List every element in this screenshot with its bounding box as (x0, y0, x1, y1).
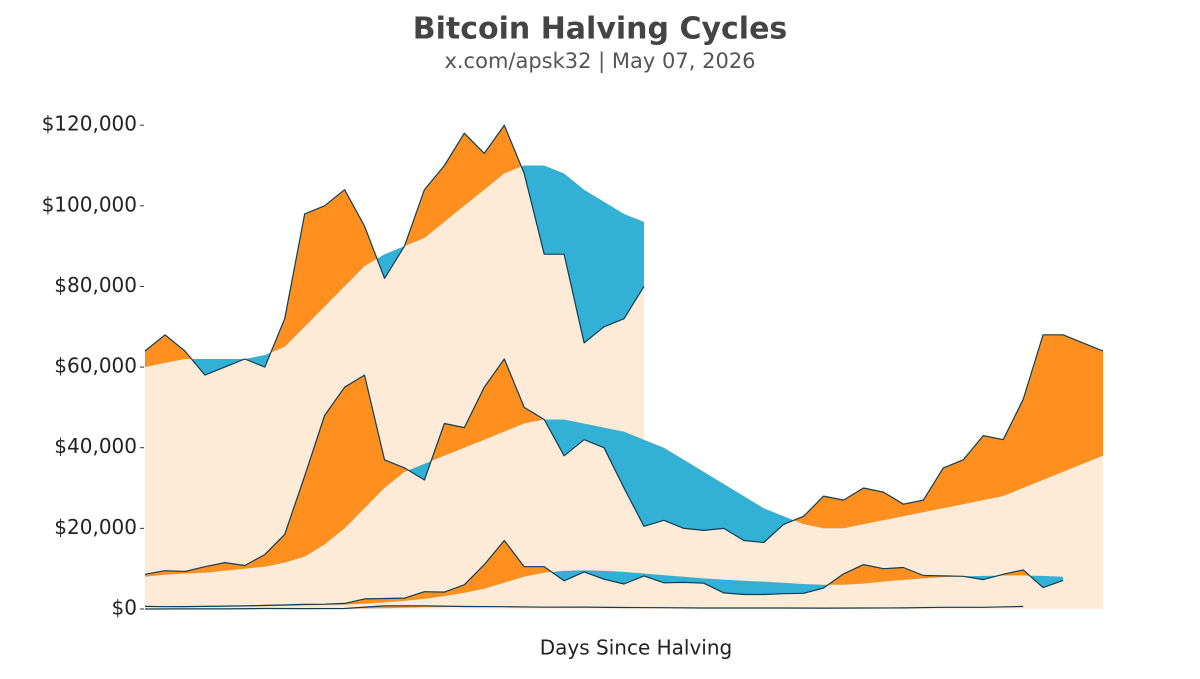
price-line (144, 539, 1064, 608)
y-tick-label: $0 (112, 596, 137, 620)
band-below (145, 165, 644, 376)
y-tick-label: $120,000 (42, 112, 137, 136)
chart-title: Bitcoin Halving Cycles (413, 12, 788, 47)
band-below (145, 570, 1064, 607)
chart-subtitle: x.com/apsk32 | May 07, 2026 (444, 49, 755, 74)
base-area (145, 570, 1064, 609)
y-tick-label: $60,000 (54, 354, 137, 378)
y-tick-label: $80,000 (54, 273, 137, 297)
y-tick-label: $40,000 (54, 434, 137, 458)
y-tick-label: $100,000 (42, 192, 137, 216)
price-line (144, 334, 1104, 575)
y-tick-label: $20,000 (54, 515, 137, 539)
price-line (144, 605, 1024, 610)
base-area (145, 419, 1103, 609)
band-above (145, 605, 1024, 609)
x-axis-label: Days Since Halving (540, 636, 732, 660)
price-line (144, 124, 645, 376)
